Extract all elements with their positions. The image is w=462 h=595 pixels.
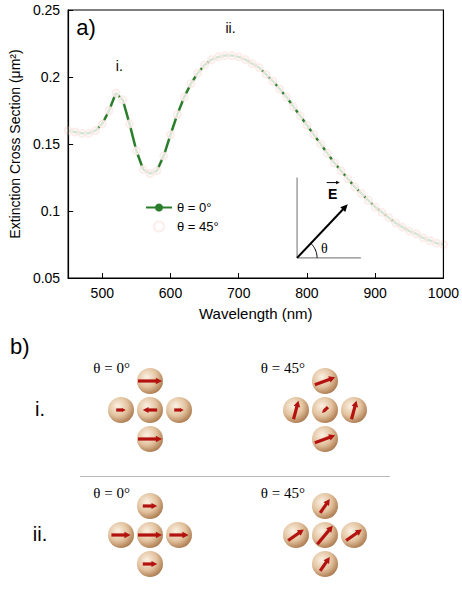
svg-text:i.: i. (35, 398, 45, 420)
svg-text:0.1: 0.1 (41, 203, 61, 219)
svg-text:θ = 0°: θ = 0° (177, 200, 211, 215)
svg-text:θ = 45°: θ = 45° (177, 219, 219, 234)
svg-text:θ = 45°: θ = 45° (261, 485, 305, 501)
svg-text:i.: i. (116, 58, 123, 74)
svg-text:θ = 45°: θ = 45° (261, 360, 305, 376)
svg-text:Extinction Cross Section (μm²): Extinction Cross Section (μm²) (7, 49, 23, 238)
svg-text:ii.: ii. (33, 523, 47, 545)
svg-text:a): a) (76, 15, 96, 40)
svg-text:Wavelength (nm): Wavelength (nm) (199, 305, 313, 322)
svg-text:0.15: 0.15 (33, 136, 60, 152)
svg-text:θ = 0°: θ = 0° (93, 360, 130, 376)
svg-text:0.2: 0.2 (41, 69, 61, 85)
svg-text:700: 700 (227, 285, 251, 301)
svg-text:b): b) (10, 334, 30, 359)
svg-text:θ = 0°: θ = 0° (93, 485, 130, 501)
svg-text:500: 500 (91, 285, 115, 301)
svg-text:θ: θ (321, 241, 328, 256)
svg-text:800: 800 (295, 285, 319, 301)
svg-text:600: 600 (159, 285, 183, 301)
svg-text:0.25: 0.25 (33, 2, 60, 18)
svg-text:ii.: ii. (225, 20, 235, 36)
svg-text:900: 900 (364, 285, 388, 301)
svg-text:1000: 1000 (428, 285, 459, 301)
svg-text:E: E (328, 186, 337, 202)
svg-text:0.05: 0.05 (33, 270, 60, 286)
